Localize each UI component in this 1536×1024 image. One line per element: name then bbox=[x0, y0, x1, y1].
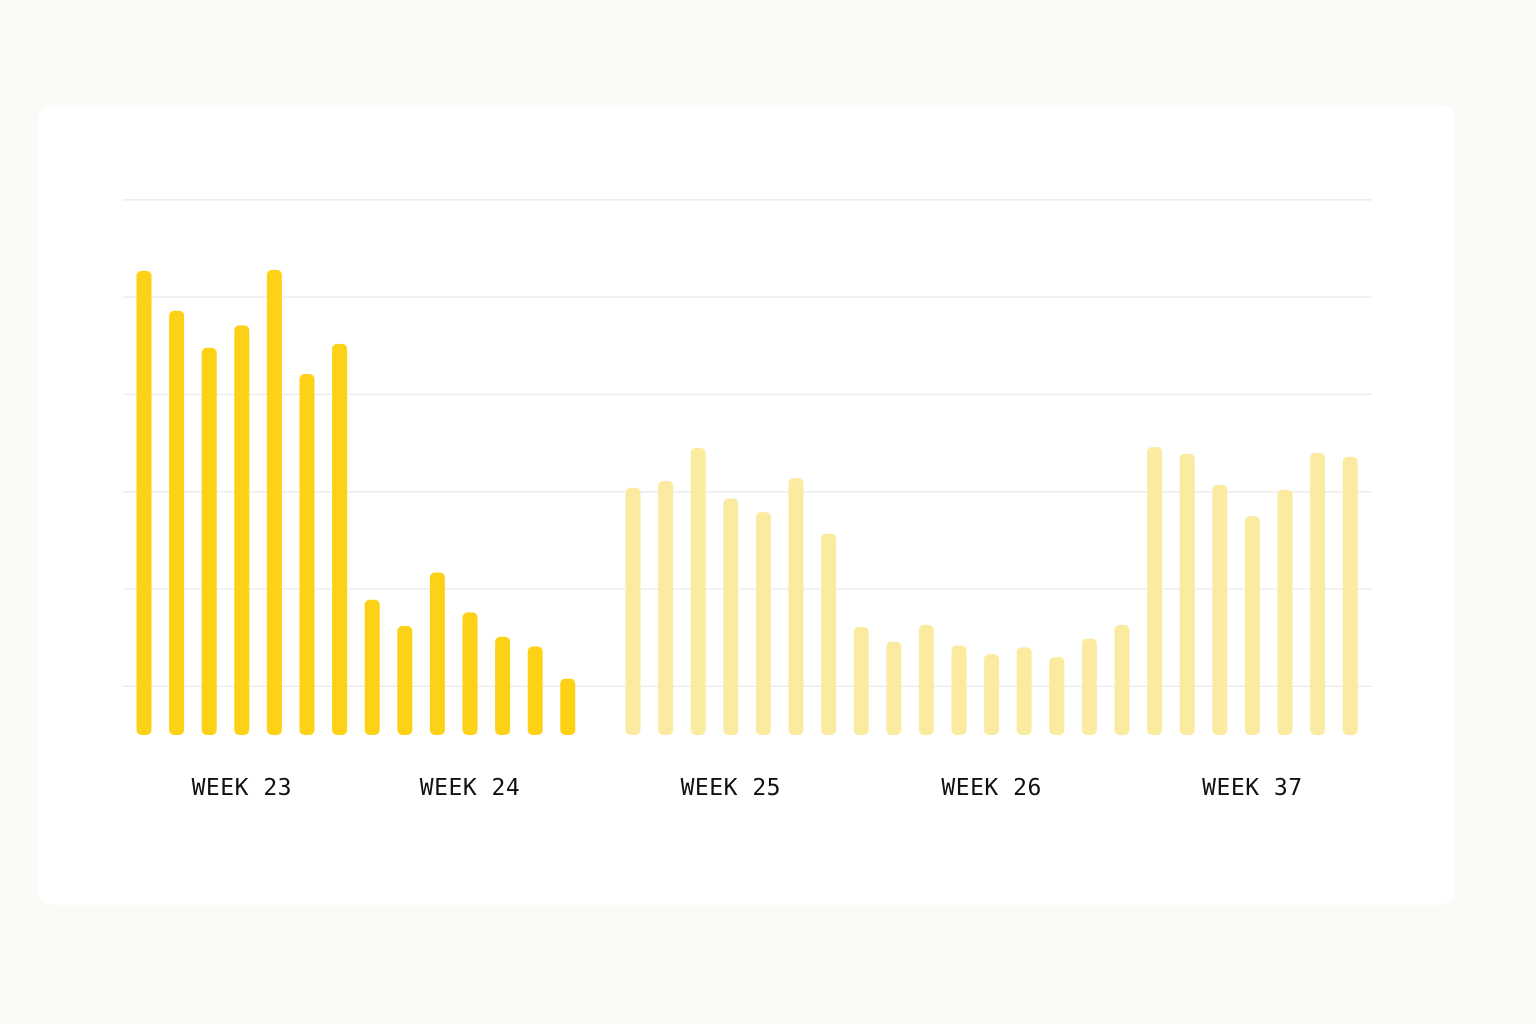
bar bbox=[136, 270, 152, 735]
bar bbox=[397, 626, 413, 735]
bar bbox=[234, 325, 250, 735]
bar bbox=[1049, 657, 1065, 735]
bar bbox=[788, 478, 804, 735]
bar bbox=[266, 269, 282, 735]
chart-card: WEEK 23 WEEK 24 WEEK 25 WEEK 26 WEEK 37 bbox=[38, 105, 1455, 905]
week-label: WEEK 23 bbox=[192, 775, 292, 801]
bar bbox=[332, 343, 348, 735]
bar bbox=[299, 374, 315, 735]
bar bbox=[560, 678, 576, 735]
bar bbox=[1147, 446, 1163, 735]
week-label: WEEK 25 bbox=[681, 775, 781, 801]
bar bbox=[755, 512, 771, 735]
week-label: WEEK 37 bbox=[1202, 775, 1302, 801]
week-labels: WEEK 23 WEEK 24 WEEK 25 WEEK 26 WEEK 37 bbox=[192, 775, 1303, 801]
bar bbox=[364, 599, 380, 735]
bar bbox=[723, 498, 739, 735]
bar bbox=[495, 636, 511, 735]
bar bbox=[690, 447, 706, 735]
week-label: WEEK 24 bbox=[420, 775, 520, 801]
bars bbox=[136, 269, 1358, 735]
bar bbox=[918, 625, 934, 735]
bar-chart: WEEK 23 WEEK 24 WEEK 25 WEEK 26 WEEK 37 bbox=[123, 199, 1372, 801]
bar bbox=[984, 654, 1000, 735]
bar bbox=[429, 572, 445, 735]
bar bbox=[201, 347, 217, 735]
bar bbox=[1342, 456, 1358, 735]
bar bbox=[527, 646, 543, 735]
bar bbox=[951, 645, 967, 735]
bar bbox=[1244, 516, 1260, 735]
bar bbox=[1277, 489, 1293, 735]
bar bbox=[1212, 484, 1228, 735]
bar bbox=[1310, 452, 1326, 735]
bar bbox=[625, 487, 641, 735]
bar bbox=[1179, 453, 1195, 735]
bar bbox=[462, 612, 478, 735]
bar bbox=[169, 310, 185, 735]
bar bbox=[821, 533, 837, 735]
bar bbox=[886, 641, 902, 735]
bar bbox=[1016, 647, 1032, 735]
week-label: WEEK 26 bbox=[941, 775, 1041, 801]
grid-lines bbox=[123, 199, 1372, 687]
bar bbox=[658, 481, 674, 735]
bar bbox=[853, 626, 869, 735]
bar bbox=[1114, 625, 1130, 735]
bar bbox=[1081, 638, 1097, 735]
